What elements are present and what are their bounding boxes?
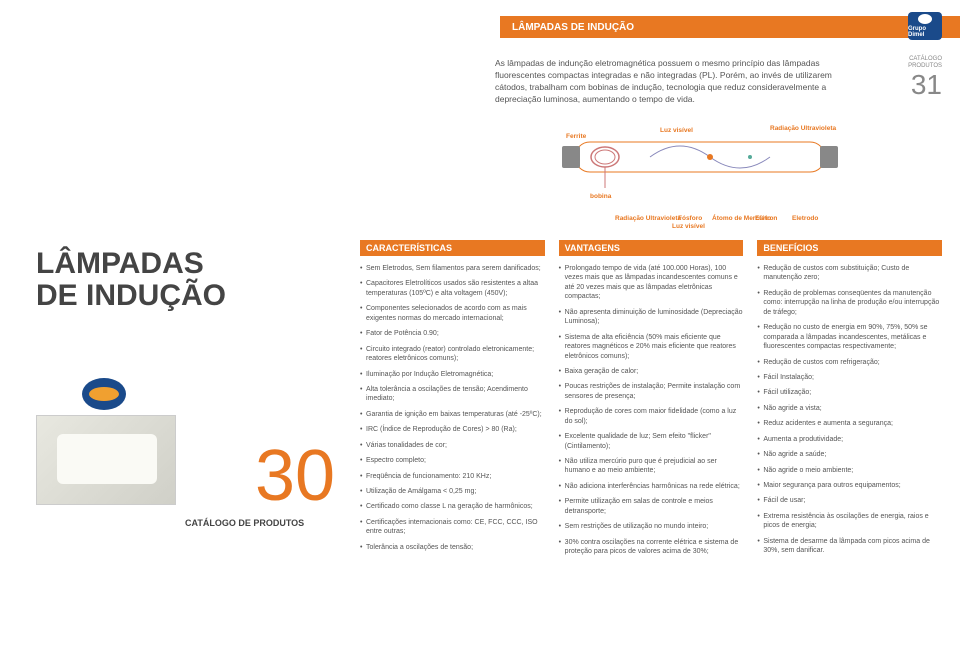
list-item: Reprodução de cores com maior fidelidade…	[559, 407, 744, 426]
list-item: Certificado como classe L na geração de …	[360, 502, 545, 511]
dlabel-luzvisivel2: Luz visível	[672, 223, 705, 230]
col-beneficios-title: BENEFÍCIOS	[757, 240, 942, 256]
col-beneficios: BENEFÍCIOS Redução de custos com substit…	[757, 240, 942, 563]
page-number-large: 30	[255, 435, 335, 517]
intro-text: As lâmpadas de indunção eletromagnética …	[495, 58, 835, 106]
list-item: Poucas restrições de instalação; Permite…	[559, 382, 744, 401]
list-item: Maior segurança para outros equipamentos…	[757, 481, 942, 490]
list-item: Permite utilização em salas de controle …	[559, 497, 744, 516]
dimel-logo-icon	[82, 378, 126, 410]
list-item: Redução de problemas conseqüentes da man…	[757, 289, 942, 317]
dlabel-ferrite: Ferrite	[566, 133, 587, 140]
dlabel-bobina: bobina	[590, 193, 612, 200]
list-item: Reduz acidentes e aumenta a segurança;	[757, 419, 942, 428]
list-item: Utilização de Amálgama < 0,25 mg;	[360, 487, 545, 496]
list-item: Garantia de ignição em baixas temperatur…	[360, 410, 545, 419]
catno-label1: CATÁLOGO	[908, 56, 942, 63]
list-item: Capacitores Eletrolíticos usados são res…	[360, 279, 545, 298]
dlabel-eletrodo: Eletrodo	[792, 215, 818, 222]
list-item: Não agride a vista;	[757, 404, 942, 413]
list-item: Iluminação por Indução Eletromagnética;	[360, 370, 545, 379]
header-band: LÂMPADAS DE INDUÇÃO	[500, 16, 960, 38]
list-item: Tolerância a oscilações de tensão;	[360, 543, 545, 552]
list-item: Freqüência de funcionamento: 210 KHz;	[360, 472, 545, 481]
list-item: Não agride o meio ambiente;	[757, 466, 942, 475]
page-title-line1: LÂMPADAS	[36, 248, 226, 280]
page-title: LÂMPADAS DE INDUÇÃO	[36, 248, 226, 311]
catalog-number-box: CATÁLOGO PRODUTOS 31	[908, 56, 942, 101]
dlabel-eletron: Elétron	[755, 215, 777, 222]
list-item: 30% contra oscilações na corrente elétri…	[559, 538, 744, 557]
dlabel-fosforo: Fósforo	[678, 215, 702, 222]
list-item: Sistema de alta eficiência (50% mais efi…	[559, 333, 744, 361]
list-item: Fator de Potência 0.90;	[360, 329, 545, 338]
list-item: Sem Eletrodos, Sem filamentos para serem…	[360, 264, 545, 273]
col-vantagens-title: VANTAGENS	[559, 240, 744, 256]
list-item: Extrema resistência às oscilações de ene…	[757, 512, 942, 531]
col-beneficios-list: Redução de custos com substituição; Cust…	[757, 264, 942, 556]
list-item: Sem restrições de utilização no mundo in…	[559, 522, 744, 531]
list-item: Espectro completo;	[360, 456, 545, 465]
dlabel-raduv: Radiação Ultravioleta	[770, 125, 836, 132]
list-item: Alta tolerância a oscilações de tensão; …	[360, 385, 545, 404]
list-item: Fácil de usar;	[757, 496, 942, 505]
brand-logo-text: Grupo Dimel	[908, 26, 942, 38]
catno-number: 31	[908, 69, 942, 101]
list-item: Redução de custos com refrigeração;	[757, 358, 942, 367]
list-item: Prolongado tempo de vida (até 100.000 Ho…	[559, 264, 744, 302]
brand-logo: Grupo Dimel	[908, 12, 942, 40]
col-vantagens: VANTAGENS Prolongado tempo de vida (até …	[559, 240, 744, 563]
list-item: Certificações internacionais como: CE, F…	[360, 518, 545, 537]
list-item: Baixa geração de calor;	[559, 367, 744, 376]
product-photo	[36, 415, 176, 505]
list-item: Aumenta a produtividade;	[757, 435, 942, 444]
list-item: Circuito integrado (reator) controlado e…	[360, 345, 545, 364]
dlabel-luzvisivel: Luz visível	[660, 127, 693, 134]
list-item: Redução de custos com substituição; Cust…	[757, 264, 942, 283]
col-caracteristicas: CARACTERÍSTICAS Sem Eletrodos, Sem filam…	[360, 240, 545, 563]
list-item: Não agride a saúde;	[757, 450, 942, 459]
list-item: Componentes selecionados de acordo com a…	[360, 304, 545, 323]
list-item: IRC (Índice de Reprodução de Cores) > 80…	[360, 425, 545, 434]
page-title-line2: DE INDUÇÃO	[36, 280, 226, 312]
list-item: Excelente qualidade de luz; Sem efeito "…	[559, 432, 744, 451]
list-item: Fácil Instalação;	[757, 373, 942, 382]
list-item: Redução no custo de energia em 90%, 75%,…	[757, 323, 942, 351]
list-item: Não utiliza mercúrio puro que é prejudic…	[559, 457, 744, 476]
list-item: Várias tonalidades de cor;	[360, 441, 545, 450]
col-caracteristicas-title: CARACTERÍSTICAS	[360, 240, 545, 256]
list-item: Não adiciona interferências harmônicas n…	[559, 482, 744, 491]
list-item: Fácil utilização;	[757, 388, 942, 397]
col-vantagens-list: Prolongado tempo de vida (até 100.000 Ho…	[559, 264, 744, 557]
list-item: Não apresenta diminuição de luminosidade…	[559, 308, 744, 327]
lamp-diagram: Ferrite Luz visível Radiação Ultraviolet…	[560, 120, 840, 230]
catalog-label: CATÁLOGO DE PRODUTOS	[185, 518, 304, 528]
catno-label2: PRODUTOS	[908, 63, 942, 70]
list-item: Sistema de desarme da lâmpada com picos …	[757, 537, 942, 556]
columns-container: CARACTERÍSTICAS Sem Eletrodos, Sem filam…	[360, 240, 942, 563]
col-caracteristicas-list: Sem Eletrodos, Sem filamentos para serem…	[360, 264, 545, 552]
dlabel-raduv2: Radiação Ultravioleta	[615, 215, 681, 222]
